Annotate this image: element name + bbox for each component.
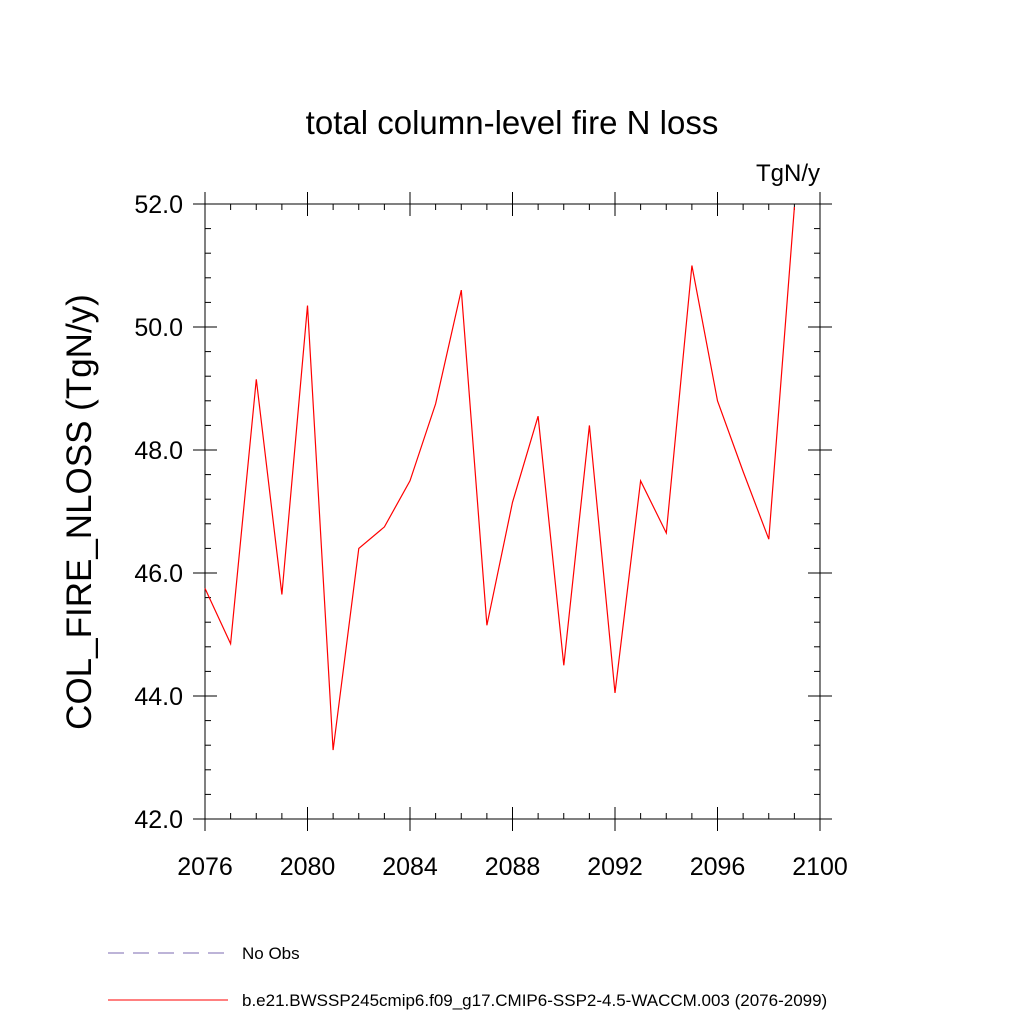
series-lines xyxy=(204,207,795,751)
chart-title: total column-level fire N loss xyxy=(306,104,719,141)
y-tick-label: 44.0 xyxy=(134,683,183,711)
plot-frame xyxy=(204,203,821,820)
x-tick-label: 2088 xyxy=(485,853,541,881)
y-tick-label: 50.0 xyxy=(134,314,183,342)
y-axis-label: COL_FIRE_NLOSS (TgN/y) xyxy=(60,294,99,730)
x-tick-label: 2096 xyxy=(690,853,746,881)
x-tick-label: 2076 xyxy=(177,853,233,881)
legend: No Obs b.e21.BWSSP245cmip6.f09_g17.CMIP6-… xyxy=(108,944,827,1010)
y-tick-label: 42.0 xyxy=(134,806,183,834)
x-tick-label: 2100 xyxy=(792,853,848,881)
y-tick-label: 52.0 xyxy=(134,191,183,219)
units-label: TgN/y xyxy=(756,160,820,187)
x-tick-label: 2080 xyxy=(280,853,336,881)
y-tick-label: 46.0 xyxy=(134,560,183,588)
x-tick-label: 2092 xyxy=(587,853,643,881)
legend-label: No Obs xyxy=(242,944,300,963)
legend-label: b.e21.BWSSP245cmip6.f09_g17.CMIP6-SSP2-4… xyxy=(242,991,827,1010)
x-tick-label: 2084 xyxy=(382,853,438,881)
axis-tick-labels: 2076 2080 2084 2088 2092 2096 2100 42.0 44.0 46.0… xyxy=(134,191,847,881)
axis-ticks xyxy=(193,192,832,831)
y-tick-label: 48.0 xyxy=(134,437,183,465)
series-line xyxy=(204,207,795,751)
